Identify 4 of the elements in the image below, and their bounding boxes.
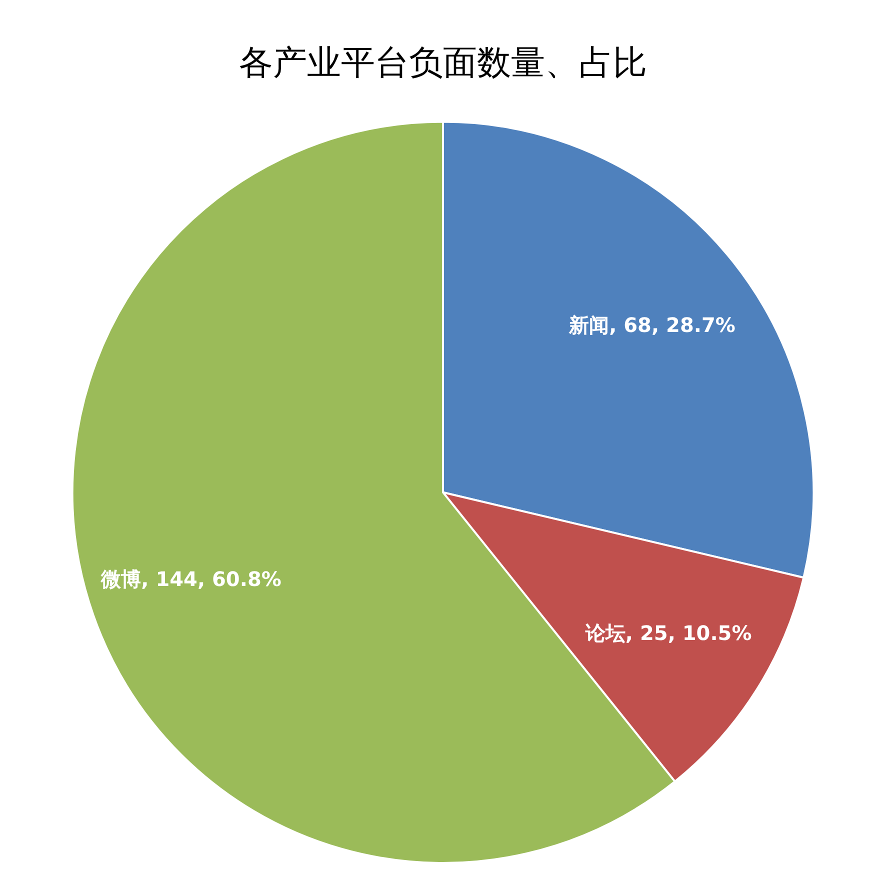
slice-label: 新闻, 68, 28.7% <box>568 313 736 338</box>
slice-label: 微博, 144, 60.8% <box>100 567 282 592</box>
slice-label: 论坛, 25, 10.5% <box>584 621 752 646</box>
chart-title: 各产业平台负面数量、占比 <box>239 43 647 84</box>
